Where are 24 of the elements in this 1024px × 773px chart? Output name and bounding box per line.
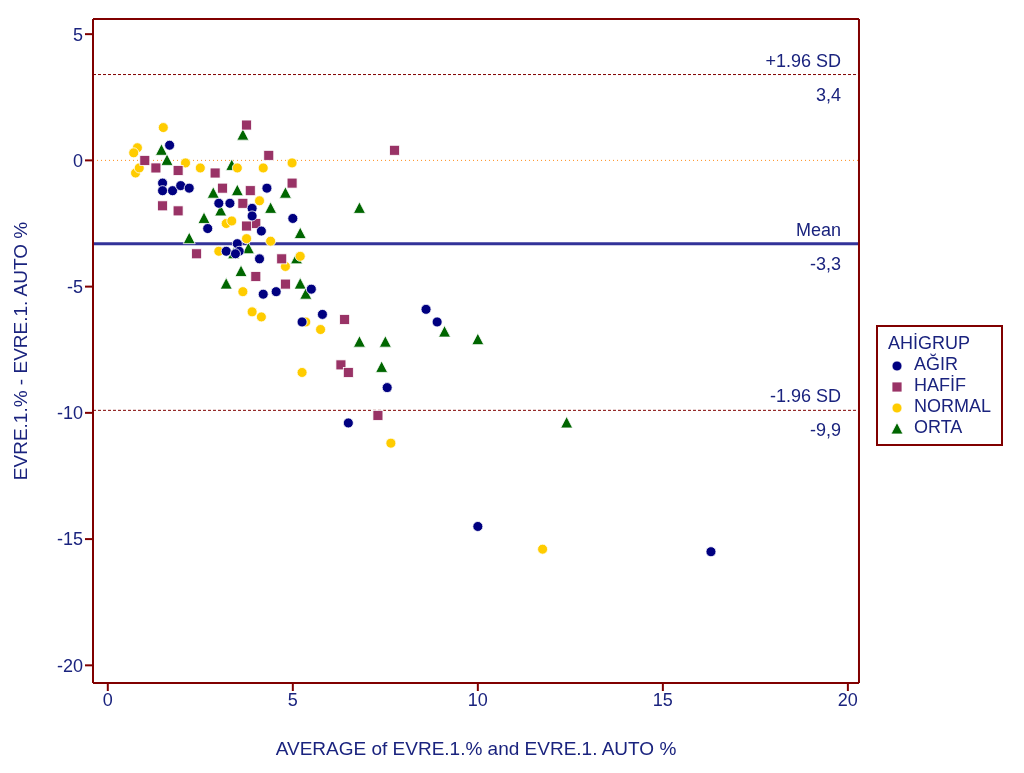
x-tick-label: 5 [287, 689, 298, 710]
legend-label: NORMAL [913, 396, 991, 417]
legend-label: HAFİF [913, 375, 966, 396]
y-tick-label: -20 [56, 655, 83, 676]
annotation: 3,4 [815, 84, 841, 105]
annotation: -3,3 [809, 253, 841, 274]
y-tick-label: 5 [72, 24, 83, 45]
legend-label: AĞIR [913, 354, 958, 375]
x-tick-label: 0 [102, 689, 113, 710]
ref-line-label: -1.96 SD [769, 386, 841, 407]
x-axis-title: AVERAGE of EVRE.1.% and EVRE.1. AUTO % [275, 738, 677, 759]
x-tick-label: 20 [837, 689, 858, 710]
legend-label: ORTA [913, 417, 963, 438]
y-tick-label: -10 [56, 403, 83, 424]
ref-line-label: Mean [795, 219, 841, 240]
x-tick-label: 15 [652, 689, 673, 710]
y-tick-label: -5 [66, 277, 83, 298]
y-tick-label: -15 [56, 529, 83, 550]
ref-line-label: +1.96 SD [765, 50, 841, 71]
y-axis-title: EVRE.1.% - EVRE.1. AUTO % [9, 221, 31, 481]
annotation: -9,9 [809, 420, 841, 441]
y-tick-label: 0 [72, 150, 83, 171]
legend-title: AHİGRUP [887, 333, 971, 353]
x-tick-label: 10 [467, 689, 488, 710]
